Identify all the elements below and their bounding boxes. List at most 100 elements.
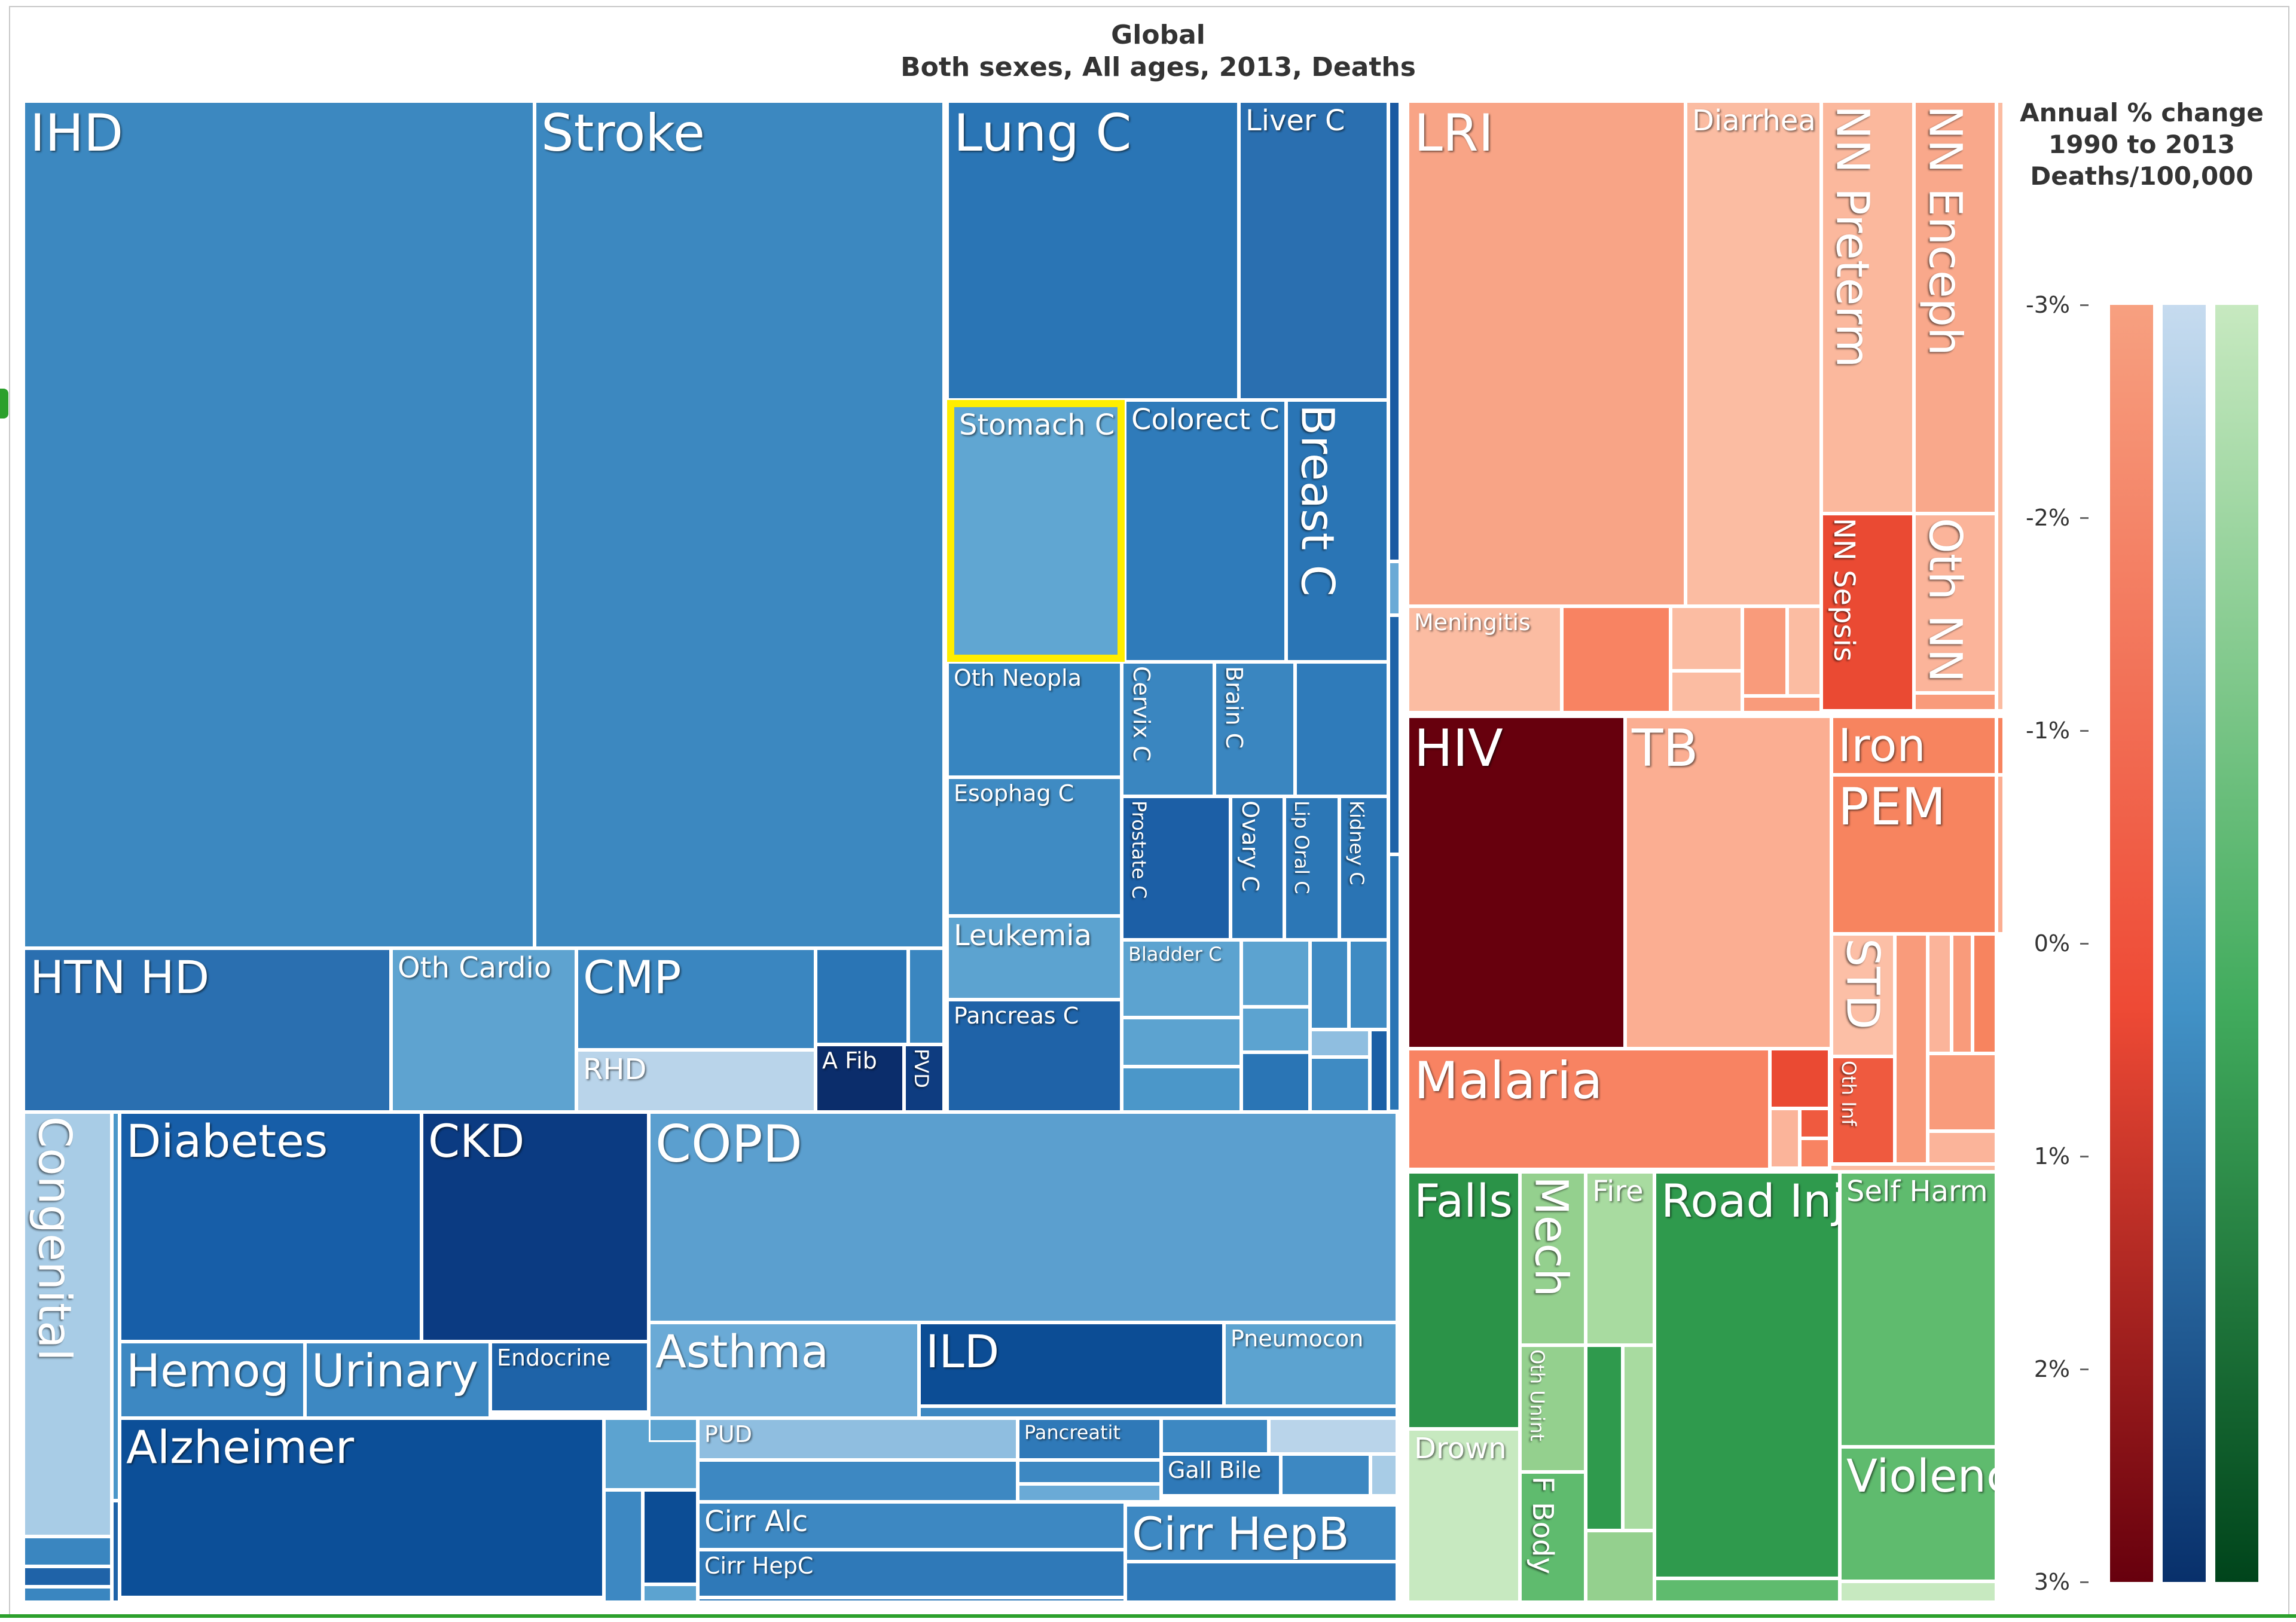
treemap-cell-iron[interactable]: Iron	[1831, 716, 1996, 775]
treemap-cell-minor[interactable]	[1928, 1053, 1996, 1131]
treemap-cell-diabetes[interactable]: Diabetes	[120, 1112, 422, 1342]
treemap-cell-stomach-c[interactable]: Stomach C	[947, 400, 1125, 662]
treemap-cell-copd[interactable]: COPD	[649, 1112, 1397, 1322]
treemap-cell-minor[interactable]	[1996, 716, 2004, 775]
treemap-cell-minor[interactable]	[1388, 854, 1400, 1111]
treemap-cell-diarrhea[interactable]: Diarrhea	[1686, 101, 1821, 606]
treemap-cell-endocrine[interactable]: Endocrine	[490, 1342, 649, 1412]
treemap-cell-minor[interactable]	[1310, 1030, 1370, 1057]
treemap-cell-minor[interactable]	[1840, 1581, 1996, 1602]
treemap-cell-cervix-c[interactable]: Cervix C	[1122, 662, 1214, 796]
treemap-cell-nn-enceph[interactable]: NN Enceph	[1914, 101, 1996, 514]
treemap-cell-minor[interactable]	[1928, 934, 1952, 1053]
treemap-cell-kidney-c[interactable]: Kidney C	[1339, 796, 1388, 940]
treemap-cell-minor[interactable]	[1770, 1049, 1830, 1108]
treemap-cell-minor[interactable]	[1671, 671, 1742, 713]
treemap-cell-minor[interactable]	[1310, 940, 1349, 1030]
treemap-cell-minor[interactable]	[23, 1587, 112, 1602]
treemap-cell-esophag-c[interactable]: Esophag C	[947, 777, 1122, 916]
treemap-cell-cirr-hepb[interactable]: Cirr HepB	[1125, 1505, 1397, 1562]
treemap-cell-liver-c[interactable]: Liver C	[1239, 101, 1388, 400]
treemap-cell-cirr-alc[interactable]: Cirr Alc	[698, 1502, 1125, 1550]
treemap-cell-malaria[interactable]: Malaria	[1407, 1049, 1770, 1169]
treemap-cell-minor[interactable]	[1018, 1460, 1161, 1484]
treemap-cell-rhd[interactable]: RHD	[576, 1050, 816, 1112]
treemap-cell-minor[interactable]	[1586, 1531, 1654, 1602]
treemap-cell-minor[interactable]	[1623, 1345, 1654, 1531]
treemap-cell-drown[interactable]: Drown	[1407, 1429, 1520, 1602]
treemap-cell-mech[interactable]: Mech	[1520, 1172, 1586, 1345]
treemap-cell-minor[interactable]	[1586, 1345, 1623, 1531]
treemap-cell-minor[interactable]	[1914, 693, 1996, 711]
treemap-cell-pvd[interactable]: PVD	[904, 1044, 944, 1112]
treemap-cell-minor[interactable]	[1349, 940, 1388, 1030]
treemap-cell-breast-c[interactable]: Breast C	[1286, 400, 1388, 662]
treemap-cell-meningitis[interactable]: Meningitis	[1407, 606, 1562, 713]
treemap-cell-pancreas-c[interactable]: Pancreas C	[947, 1000, 1122, 1112]
treemap-cell-minor[interactable]	[1269, 1418, 1397, 1454]
treemap-cell-minor[interactable]	[698, 1597, 1125, 1602]
treemap-cell-minor[interactable]	[1241, 1007, 1310, 1052]
treemap-cell-violence[interactable]: Violence	[1840, 1447, 1996, 1581]
treemap-cell-minor[interactable]	[919, 1406, 1397, 1418]
treemap-cell-leukemia[interactable]: Leukemia	[947, 916, 1122, 1000]
treemap-cell-oth-unint[interactable]: Oth Unint	[1520, 1345, 1586, 1472]
treemap-cell-a-fib[interactable]: A Fib	[816, 1044, 904, 1112]
treemap-cell-pem[interactable]: PEM	[1831, 775, 1996, 934]
treemap-cell-self-harm[interactable]: Self Harm	[1840, 1172, 1996, 1447]
treemap-cell-oth-inf[interactable]: Oth Inf	[1831, 1056, 1895, 1164]
treemap-cell-std[interactable]: STD	[1831, 934, 1895, 1056]
treemap-cell-cmp[interactable]: CMP	[576, 948, 816, 1050]
treemap-cell-minor[interactable]	[23, 1566, 112, 1587]
treemap-cell-minor[interactable]	[1671, 606, 1742, 671]
treemap-cell-minor[interactable]	[1370, 1454, 1397, 1496]
treemap-cell-prostate-c[interactable]: Prostate C	[1122, 796, 1231, 940]
treemap-cell-minor[interactable]	[1370, 1030, 1388, 1112]
treemap-cell-stroke[interactable]: Stroke	[535, 101, 944, 948]
treemap-cell-minor[interactable]	[1388, 615, 1400, 854]
treemap-cell-minor[interactable]	[1996, 101, 2004, 711]
treemap-cell-pneumocon[interactable]: Pneumocon	[1224, 1322, 1397, 1406]
treemap-cell-minor[interactable]	[1742, 696, 1821, 713]
treemap-cell-minor[interactable]	[1122, 1018, 1241, 1067]
treemap-cell-minor[interactable]	[1388, 101, 1400, 561]
treemap-cell-minor[interactable]	[1125, 1562, 1397, 1602]
treemap-cell-colorect-c[interactable]: Colorect C	[1125, 400, 1286, 662]
treemap-cell-minor[interactable]	[112, 1501, 120, 1602]
treemap-cell-oth-cardio[interactable]: Oth Cardio	[391, 948, 576, 1112]
treemap-cell-falls[interactable]: Falls	[1407, 1172, 1520, 1429]
treemap-cell-hemog[interactable]: Hemog	[120, 1342, 305, 1418]
treemap-cell-minor[interactable]	[1800, 1108, 1830, 1138]
treemap-cell-lri[interactable]: LRI	[1407, 101, 1686, 606]
treemap-cell-ovary-c[interactable]: Ovary C	[1231, 796, 1284, 940]
treemap-cell-minor[interactable]	[1562, 606, 1671, 713]
treemap-cell-pud[interactable]: PUD	[698, 1418, 1018, 1460]
treemap-cell-minor[interactable]	[816, 948, 908, 1044]
treemap-cell-minor[interactable]	[908, 948, 944, 1044]
treemap-cell-lip-oral-c[interactable]: Lip Oral C	[1284, 796, 1339, 940]
treemap-cell-minor[interactable]	[23, 1537, 112, 1566]
treemap-cell-f-body[interactable]: F Body	[1520, 1472, 1586, 1602]
treemap-cell-minor[interactable]	[604, 1490, 643, 1602]
treemap-cell-lung-c[interactable]: Lung C	[947, 101, 1239, 400]
treemap-cell-minor[interactable]	[649, 1418, 698, 1442]
treemap-cell-minor[interactable]	[1241, 1052, 1310, 1112]
treemap-cell-minor[interactable]	[1996, 775, 2004, 934]
treemap-cell-minor[interactable]	[1018, 1484, 1161, 1502]
treemap-cell-htn-hd[interactable]: HTN HD	[23, 948, 391, 1112]
treemap-cell-minor[interactable]	[1388, 561, 1400, 615]
treemap-cell-fire[interactable]: Fire	[1586, 1172, 1654, 1345]
treemap-cell-minor[interactable]	[112, 1112, 120, 1501]
treemap-cell-oth-nn[interactable]: Oth NN	[1914, 514, 1996, 693]
treemap-cell-minor[interactable]	[1295, 662, 1388, 796]
treemap-cell-minor[interactable]	[1241, 940, 1310, 1007]
treemap-cell-tb[interactable]: TB	[1625, 716, 1831, 1049]
treemap-cell-pancreatit[interactable]: Pancreatit	[1018, 1418, 1161, 1460]
treemap-cell-minor[interactable]	[1928, 1131, 1996, 1164]
treemap-cell-hiv[interactable]: HIV	[1407, 716, 1625, 1049]
treemap-cell-oth-neopla[interactable]: Oth Neopla	[947, 662, 1122, 777]
treemap-cell-gall-bile[interactable]: Gall Bile	[1161, 1454, 1281, 1496]
treemap-cell-nn-preterm[interactable]: NN Preterm	[1821, 101, 1914, 514]
treemap-cell-minor[interactable]	[643, 1490, 698, 1584]
treemap-cell-ild[interactable]: ILD	[919, 1322, 1224, 1406]
